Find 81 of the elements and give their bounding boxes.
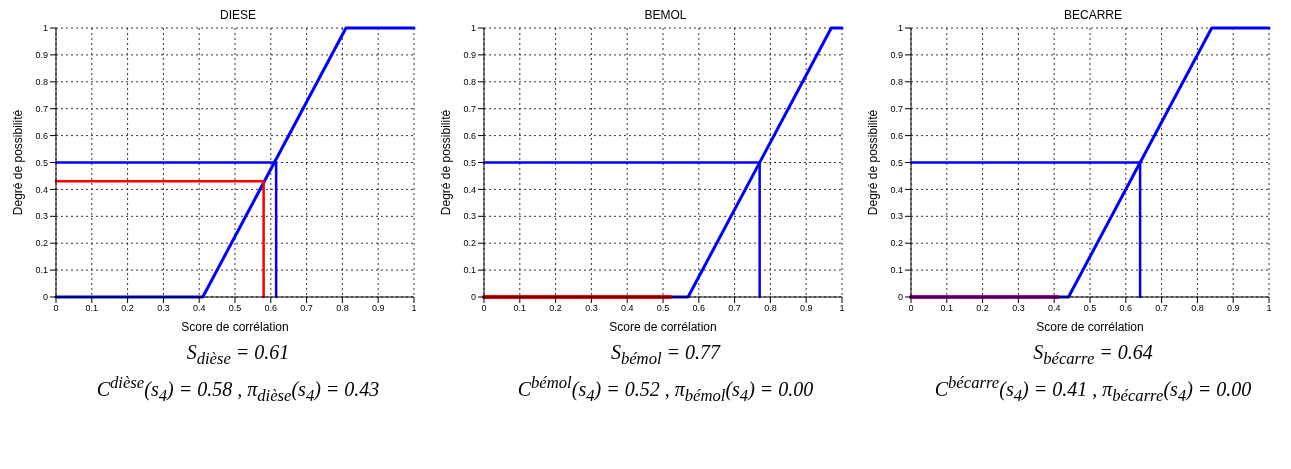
y-tick-label: 0.5 bbox=[890, 157, 903, 168]
x-tick-label: 0.8 bbox=[336, 303, 349, 314]
x-tick-label: 0.8 bbox=[1191, 303, 1204, 314]
text: C$^{dièse}$(s$_{4}$) = 0.58 , π$_{dièse}$(s$_{4}$) = 0.43 bbox=[96, 373, 380, 405]
x-tick-label: 0.9 bbox=[799, 303, 812, 314]
x-tick-label: 0.1 bbox=[85, 303, 99, 314]
x-tick-label: 1 bbox=[1266, 303, 1272, 314]
x-axis-title: Score de corrélation bbox=[608, 320, 717, 334]
x-tick-label: 0.3 bbox=[584, 303, 598, 314]
x-tick-label: 0.3 bbox=[1012, 303, 1025, 314]
y-tick-label: 0.1 bbox=[462, 265, 476, 276]
y-tick-label: 0.4 bbox=[462, 184, 476, 195]
y-tick-label: 1 bbox=[470, 23, 476, 34]
y-tick-label: 1 bbox=[897, 23, 903, 34]
y-tick-label: 0.8 bbox=[462, 76, 476, 87]
text: C$^{bécarre}$(s$_{4}$) = 0.41 , π$_{bécarre}$(s$_{4}$) = 0.00 bbox=[934, 373, 1252, 405]
x-tick-label: 0.2 bbox=[548, 303, 562, 314]
x-tick-label: 0.1 bbox=[513, 303, 526, 314]
y-tick-label: 0.9 bbox=[35, 50, 48, 61]
y-tick-label: 0.3 bbox=[35, 211, 48, 222]
x-tick-label: 1 bbox=[411, 303, 417, 314]
x-tick-label: 0.5 bbox=[228, 303, 242, 314]
x-tick-label: 0.9 bbox=[371, 303, 385, 314]
x-tick-label: 0.7 bbox=[1155, 303, 1168, 314]
y-tick-label: 0.1 bbox=[35, 265, 48, 276]
y-tick-label: 0.8 bbox=[35, 76, 48, 87]
y-tick-label: 0.3 bbox=[890, 211, 903, 222]
y-tick-label: 0.8 bbox=[890, 76, 903, 87]
y-axis-title: Degré de possibilité bbox=[11, 109, 26, 216]
y-tick-label: 0.2 bbox=[462, 238, 476, 249]
y-tick-label: 0.5 bbox=[462, 157, 476, 168]
x-tick-label: 0.7 bbox=[727, 303, 741, 314]
x-axis-title: Score de corrélation bbox=[1036, 320, 1144, 334]
y-tick-label: 0 bbox=[897, 292, 903, 303]
x-tick-label: 0.4 bbox=[1047, 303, 1061, 314]
text: S$_{dièse}$ = 0.61 bbox=[185, 341, 291, 369]
x-tick-label: 0 bbox=[480, 303, 487, 314]
y-tick-label: 0.6 bbox=[35, 130, 48, 141]
x-tick-label: 0.5 bbox=[1083, 303, 1097, 314]
x-axis-title: Score de corrélation bbox=[181, 320, 289, 334]
text: S$_{bécarre}$ = 0.64 bbox=[1032, 341, 1154, 369]
x-tick-label: 0.6 bbox=[1119, 303, 1133, 314]
y-axis-title: Degré de possibilité bbox=[866, 109, 881, 216]
x-tick-label: 0.6 bbox=[264, 303, 278, 314]
x-tick-label: 0.1 bbox=[940, 303, 954, 314]
text: C$^{bémol}$(s$_{4}$) = 0.52 , π$_{bémol}$(s$_{4}$) = 0.00 bbox=[517, 373, 814, 405]
y-tick-label: 0.6 bbox=[890, 130, 903, 141]
y-tick-label: 0.4 bbox=[35, 184, 48, 195]
x-tick-label: 0.4 bbox=[192, 303, 206, 314]
y-tick-label: 0.9 bbox=[462, 50, 476, 61]
chart-title: DIESE bbox=[219, 8, 257, 22]
x-tick-label: 0.9 bbox=[1226, 303, 1240, 314]
y-axis-title: Degré de possibilité bbox=[438, 109, 453, 216]
y-tick-label: 0.7 bbox=[890, 103, 903, 114]
chart-title: BEMOL bbox=[643, 8, 688, 22]
y-tick-label: 0.3 bbox=[462, 211, 476, 222]
x-tick-label: 0.6 bbox=[692, 303, 705, 314]
y-tick-label: 0.1 bbox=[890, 265, 903, 276]
y-tick-label: 1 bbox=[42, 23, 48, 34]
x-tick-label: 0 bbox=[908, 303, 914, 314]
x-tick-label: 0.3 bbox=[157, 303, 170, 314]
y-tick-label: 0 bbox=[42, 292, 48, 303]
x-tick-label: 0.5 bbox=[656, 303, 669, 314]
x-tick-label: 0.2 bbox=[976, 303, 989, 314]
y-tick-label: 0.7 bbox=[462, 103, 476, 114]
x-tick-label: 1 bbox=[838, 303, 845, 314]
y-tick-label: 0.5 bbox=[35, 157, 48, 168]
x-tick-label: 0.7 bbox=[300, 303, 313, 314]
chart-title: BECARRE bbox=[1063, 8, 1123, 22]
x-tick-label: 0.4 bbox=[620, 303, 633, 314]
text: S$_{bémol}$ = 0.77 bbox=[609, 341, 722, 369]
y-tick-label: 0.2 bbox=[35, 238, 48, 249]
y-tick-label: 0.7 bbox=[35, 103, 48, 114]
y-tick-label: 0.4 bbox=[890, 184, 903, 195]
y-tick-label: 0.2 bbox=[890, 238, 903, 249]
y-tick-label: 0.9 bbox=[890, 50, 903, 61]
x-tick-label: 0.2 bbox=[121, 303, 134, 314]
y-tick-label: 0.6 bbox=[462, 130, 476, 141]
x-tick-label: 0 bbox=[53, 303, 59, 314]
x-tick-label: 0.8 bbox=[763, 303, 777, 314]
y-tick-label: 0 bbox=[470, 292, 476, 303]
